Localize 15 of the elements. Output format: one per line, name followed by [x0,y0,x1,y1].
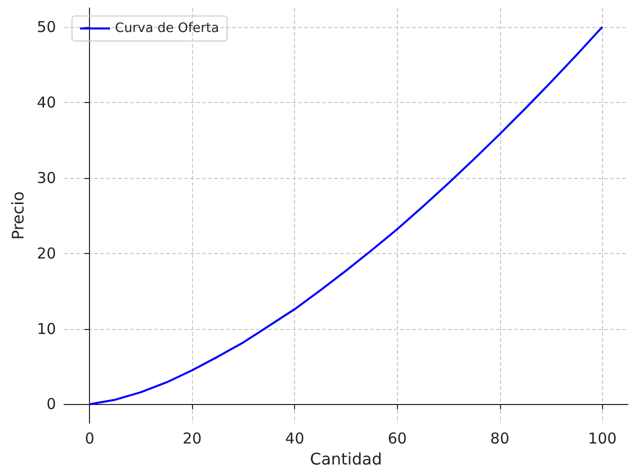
x-tick-label: 40 [285,430,304,448]
y-tick-label: 0 [46,395,56,414]
y-tick-label: 20 [36,244,56,262]
legend-label: Curva de Oferta [115,21,220,36]
y-axis-title: Precio [8,191,28,240]
y-tick-label: 30 [36,168,56,187]
x-tick-label: 60 [388,430,407,448]
x-axis-title: Cantidad [310,450,382,468]
x-tick-label: 80 [490,430,510,448]
y-tick-label: 40 [36,93,56,112]
x-tick-label: 100 [588,430,617,448]
y-tick-label: 50 [36,18,56,36]
x-tick-label: 0 [84,430,94,448]
y-tick-label: 10 [36,320,56,338]
x-tick-label: 20 [182,430,202,448]
